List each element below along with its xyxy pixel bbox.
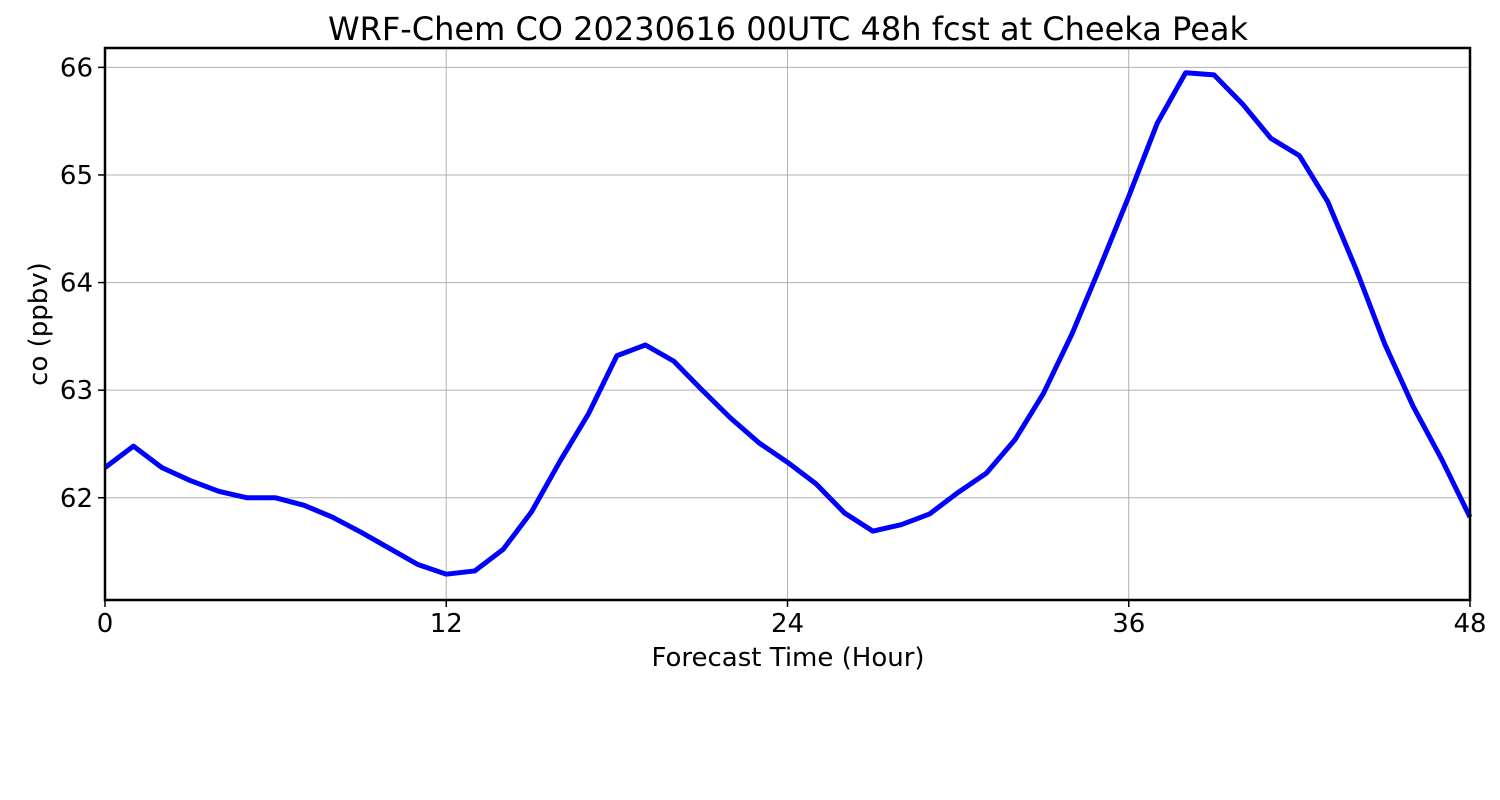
x-tick-label: 0 [97,609,114,639]
x-tick-label: 24 [771,609,804,639]
chart-title: WRF-Chem CO 20230616 00UTC 48h fcst at C… [328,10,1249,48]
series-line [103,70,1473,577]
plot-area [103,70,1473,577]
y-tick-label: 62 [60,484,93,514]
x-tick-label: 48 [1453,609,1486,639]
y-tick-label: 66 [60,53,93,83]
x-tick-label: 36 [1112,609,1145,639]
y-axis-label: co (ppbv) [24,262,54,386]
x-tick-label: 12 [430,609,463,639]
x-axis-label: Forecast Time (Hour) [651,643,924,673]
axis-ticks: 0 12 24 36 48 62 63 64 65 66 [60,53,1487,639]
y-tick-label: 63 [60,376,93,406]
y-tick-label: 64 [60,269,93,299]
y-tick-label: 65 [60,161,93,191]
